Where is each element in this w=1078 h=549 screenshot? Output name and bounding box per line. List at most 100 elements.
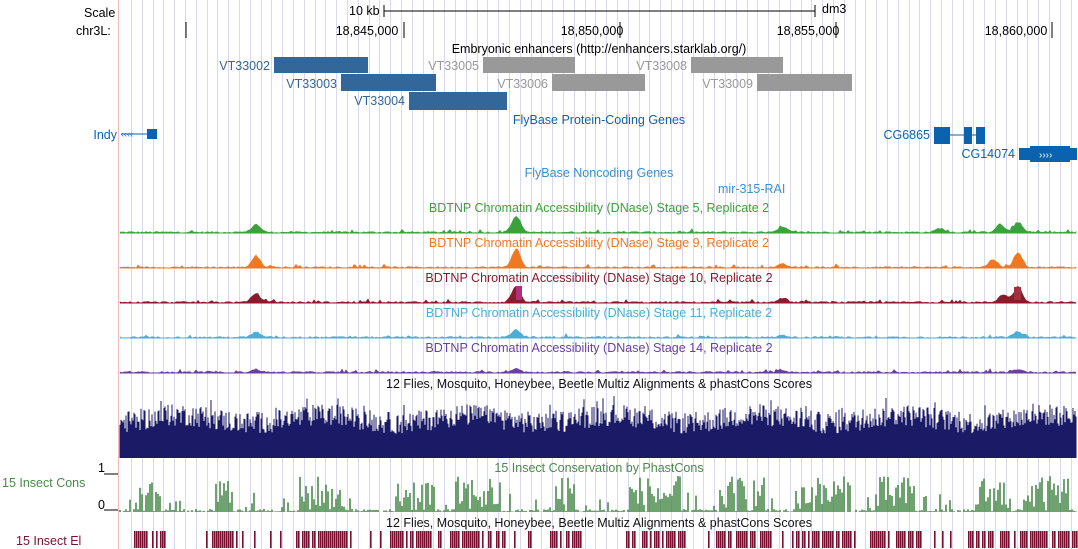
gridline [163, 0, 164, 549]
conserved-element [876, 531, 878, 548]
conserved-element [984, 531, 986, 548]
conserved-element [1068, 531, 1070, 548]
conserved-element [1066, 531, 1068, 548]
conserved-element [626, 531, 628, 548]
conserved-element [450, 531, 452, 548]
enhancer-label-vt33005[interactable]: VT33005 [428, 59, 479, 73]
phastcons-y-top: 1 [98, 461, 105, 475]
gridline [1038, 0, 1039, 549]
conserved-element [1036, 531, 1038, 548]
conserved-element [882, 531, 884, 548]
conserved-element [802, 531, 804, 548]
gene-label-cg14074[interactable]: CG14074 [961, 147, 1015, 161]
enhancer-label-vt33003[interactable]: VT33003 [286, 77, 337, 91]
enhancer-block-vt33004[interactable] [409, 92, 507, 110]
conserved-element [428, 531, 430, 548]
conserved-element [824, 531, 826, 548]
conserved-element [560, 531, 562, 548]
conserved-element [478, 531, 480, 548]
elements-side-label[interactable]: 15 Insect El [16, 534, 82, 548]
conserved-element [554, 531, 556, 548]
gridline [1027, 0, 1028, 549]
gridline [412, 0, 413, 549]
gridline [315, 0, 316, 549]
conserved-element [736, 531, 738, 548]
conserved-element [854, 531, 856, 548]
enhancer-label-vt33008[interactable]: VT33008 [636, 59, 687, 73]
gridline [747, 0, 748, 549]
enhancer-label-vt33006[interactable]: VT33006 [497, 77, 548, 91]
gridline [671, 0, 672, 549]
conserved-element [1034, 531, 1036, 548]
enhancer-block-vt33005[interactable] [483, 57, 575, 73]
gridline [919, 0, 920, 549]
gene-label-mir-315[interactable]: mir-315-RAI [718, 182, 786, 196]
enhancer-block-vt33006[interactable] [552, 74, 645, 91]
gridline [379, 0, 380, 549]
gridline [585, 0, 586, 549]
enhancer-block-vt33009[interactable] [757, 74, 852, 91]
dnase-stage14-title: BDTNP Chromatin Accessibility (DNase) St… [425, 341, 773, 355]
conserved-element [396, 531, 398, 548]
gridline [196, 0, 197, 549]
gridline [574, 0, 575, 549]
elements-track-title: 12 Flies, Mosquito, Honeybee, Beetle Mul… [386, 516, 812, 530]
conserved-element [454, 531, 456, 548]
conserved-element [420, 531, 422, 548]
conserved-element [136, 531, 138, 548]
conserved-element [708, 531, 710, 548]
dnase-stage10-title: BDTNP Chromatin Accessibility (DNase) St… [425, 271, 773, 285]
conserved-element [418, 531, 420, 548]
gridline [477, 0, 478, 549]
gridline [682, 0, 683, 549]
conserved-element [976, 531, 978, 548]
conserved-element [144, 531, 146, 548]
enhancer-block-vt33002[interactable] [274, 57, 368, 73]
conserved-element [254, 531, 256, 548]
enhancer-label-vt33009[interactable]: VT33009 [702, 77, 753, 91]
conserved-element [1038, 531, 1040, 548]
conserved-element [684, 531, 686, 548]
conserved-element [528, 531, 530, 548]
conserved-element [572, 531, 574, 548]
enhancer-block-vt33008[interactable] [691, 57, 783, 73]
enhancer-label-vt33004[interactable]: VT33004 [354, 94, 405, 108]
conserved-element [666, 531, 668, 548]
conserved-element [430, 531, 432, 548]
conserved-element [942, 531, 944, 548]
gene-label-cg6865[interactable]: CG6865 [883, 128, 930, 142]
conserved-element [988, 531, 990, 548]
gene-label-indy[interactable]: Indy [93, 128, 117, 142]
conserved-element [754, 531, 756, 548]
conserved-element [682, 531, 684, 548]
gridline [250, 0, 251, 549]
gridline [649, 0, 650, 549]
gridline [239, 0, 240, 549]
conserved-element [1020, 531, 1022, 548]
conserved-element [680, 531, 682, 548]
gridline [660, 0, 661, 549]
conserved-element [724, 531, 726, 548]
conserved-element [424, 531, 426, 548]
gridline [466, 0, 467, 549]
dnase-peak-highlight [1014, 287, 1021, 300]
conserved-element [904, 531, 906, 548]
conserved-element [308, 531, 310, 548]
assembly-label: dm3 [822, 2, 847, 16]
scale-bar-text: 10 kb [349, 4, 380, 18]
conserved-element [230, 531, 232, 548]
enhancer-block-vt33003[interactable] [341, 74, 436, 91]
conserved-element [828, 531, 830, 548]
gridline [174, 0, 175, 549]
conserved-element [164, 531, 166, 548]
conserved-element [462, 531, 464, 548]
left-margin-line [118, 0, 119, 549]
enhancer-label-vt33002[interactable]: VT33002 [219, 59, 270, 73]
gridline [563, 0, 564, 549]
phastcons-side-label[interactable]: 15 Insect Cons [2, 476, 86, 490]
conserved-element [746, 531, 748, 548]
conserved-element [280, 531, 282, 548]
gene-indy-arrows: ‹‹‹‹ [121, 129, 133, 139]
conserved-element [838, 531, 840, 548]
conserved-element [792, 531, 794, 548]
